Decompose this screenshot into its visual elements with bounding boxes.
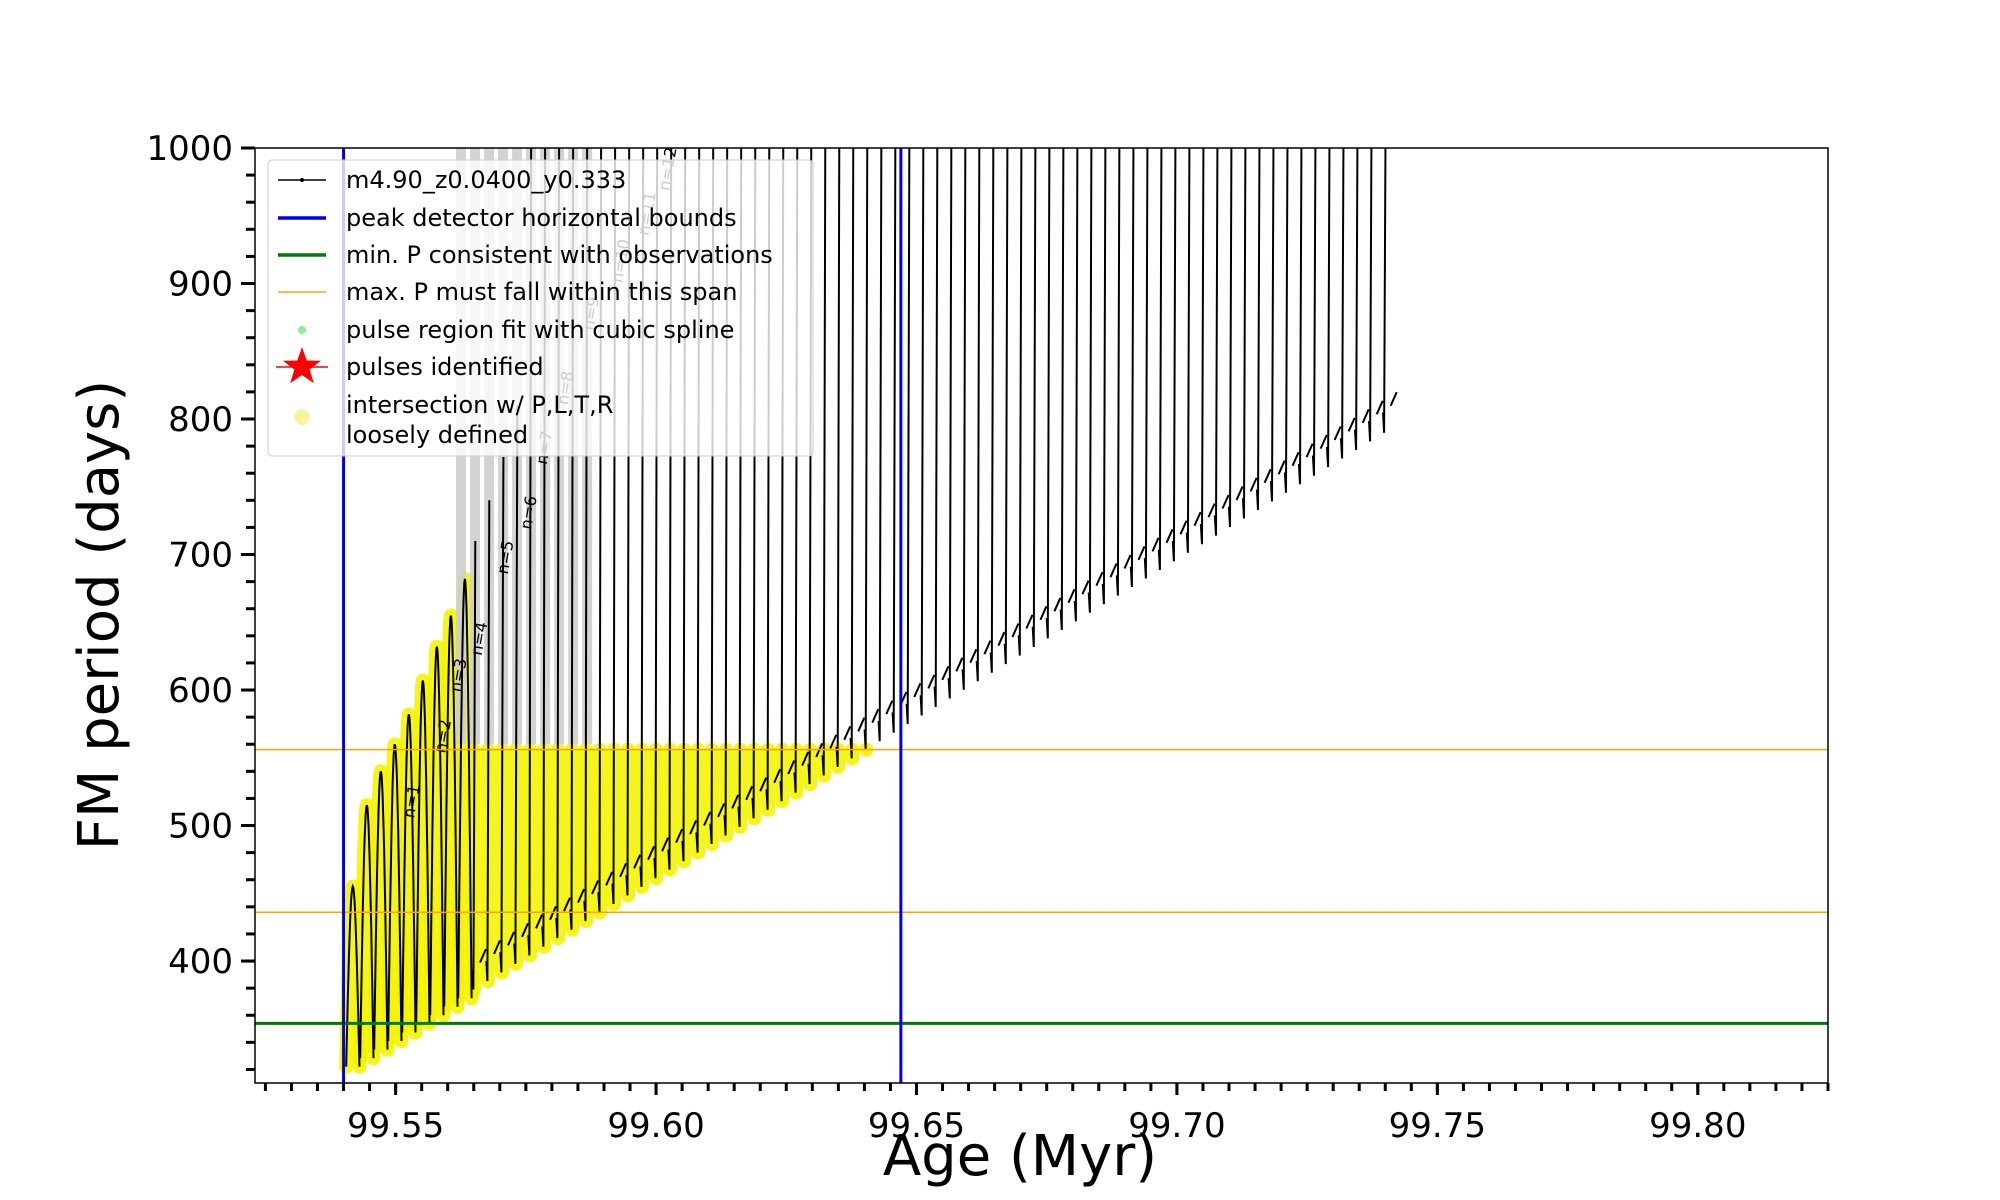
y-tick-label: 700 <box>168 536 233 576</box>
series-pulse <box>1339 148 1356 459</box>
series-pulse <box>1199 148 1216 545</box>
series-pulse <box>1143 148 1160 579</box>
series-pulse <box>877 148 894 742</box>
x-axis-title: Age (Myr) <box>883 1124 1157 1189</box>
series-pulse <box>1157 148 1174 570</box>
series-pulse <box>345 883 361 1067</box>
series-pulse <box>513 405 529 964</box>
series-pulse <box>485 500 501 982</box>
series-pulse <box>499 456 515 973</box>
series-pulse <box>1059 148 1076 630</box>
series-pulse <box>975 148 992 682</box>
y-axis-title: FM period (days) <box>67 380 132 850</box>
series-pulse <box>1283 148 1300 493</box>
y-tick-label: 600 <box>168 671 233 711</box>
y-tick-label: 800 <box>168 400 233 440</box>
series-pulse <box>947 148 964 699</box>
legend-swatch-dot <box>298 326 306 334</box>
series-pulse <box>1101 148 1118 605</box>
series-pulse <box>919 148 936 716</box>
series-pulse <box>1171 148 1188 562</box>
series-pulse <box>989 148 1006 673</box>
x-tick-label: 99.80 <box>1649 1106 1746 1146</box>
series-pulse <box>1087 148 1104 613</box>
pulse-label: n=13 <box>675 102 701 149</box>
axis-ticks: 99.55 99.60 99.65 99.70 99.75 99.80 400 500 600 7… <box>146 129 1830 1146</box>
series-pulse <box>1354 148 1370 451</box>
series-pulse <box>387 743 403 1042</box>
legend-label: pulses identified <box>346 353 544 381</box>
series-pulse <box>373 771 389 1050</box>
legend-box <box>267 159 814 457</box>
series-pulse <box>849 148 866 759</box>
series-pulse <box>1382 148 1398 433</box>
series-pulse <box>863 148 880 750</box>
series-pulse <box>1368 148 1384 442</box>
series-pulse <box>835 148 852 767</box>
legend-label: pulse region fit with cubic spline <box>346 316 734 344</box>
legend-swatch-dot <box>300 178 304 182</box>
plot-frame <box>254 147 1829 1084</box>
series-pulse <box>471 540 487 990</box>
series-pulse <box>1255 148 1272 510</box>
legend-label: intersection w/ P,L,T,R <box>346 391 613 419</box>
series-pulse <box>1073 148 1090 622</box>
series-pulse <box>1045 148 1062 639</box>
series-pulse <box>1115 148 1132 596</box>
x-tick-label: 99.75 <box>1389 1106 1486 1146</box>
x-tick-label: 99.65 <box>868 1106 965 1146</box>
x-tick-label: 99.70 <box>1128 1106 1225 1146</box>
series-pulse <box>1185 148 1202 553</box>
y-tick-label: 900 <box>168 265 233 305</box>
series-pulse <box>821 148 838 776</box>
series-pulse <box>401 714 417 1033</box>
series-pulse <box>1325 148 1342 468</box>
series-pulse <box>443 615 459 1007</box>
series-pulse <box>933 148 950 708</box>
series-pulse <box>1227 148 1244 528</box>
series-pulse <box>1003 148 1020 665</box>
x-tick-label: 99.60 <box>607 1106 704 1146</box>
y-tick-label: 400 <box>168 942 233 982</box>
series-pulse <box>905 148 922 725</box>
legend-label-line2: loosely defined <box>346 421 528 449</box>
series-pulse <box>1241 148 1258 519</box>
legend-label: m4.90_z0.0400_y0.333 <box>346 166 626 194</box>
series-pulse <box>1129 148 1146 588</box>
series-pulse <box>1269 148 1286 502</box>
series-pulse <box>1017 148 1034 656</box>
series-pulse <box>1311 148 1328 476</box>
legend-label: peak detector horizontal bounds <box>346 204 737 232</box>
series-pulse <box>1031 148 1048 648</box>
legend-swatch-star <box>283 347 321 384</box>
y-tick-label: 500 <box>168 807 233 847</box>
legend-label: min. P consistent with observations <box>346 241 773 269</box>
series-pulse <box>1213 148 1230 536</box>
series-pulse <box>359 804 375 1059</box>
series-pulse <box>961 148 978 690</box>
series-group <box>345 148 1398 1067</box>
legend-label: max. P must fall within this span <box>346 278 737 306</box>
series-pulse <box>1297 148 1314 485</box>
plot-border <box>254 147 1829 1084</box>
y-tick-label: 1000 <box>146 129 233 169</box>
series-pulse <box>429 646 445 1016</box>
legend-swatch-circle <box>294 409 310 425</box>
x-tick-label: 99.55 <box>347 1106 444 1146</box>
series-pulse <box>415 680 431 1024</box>
series-pulse <box>457 578 473 999</box>
